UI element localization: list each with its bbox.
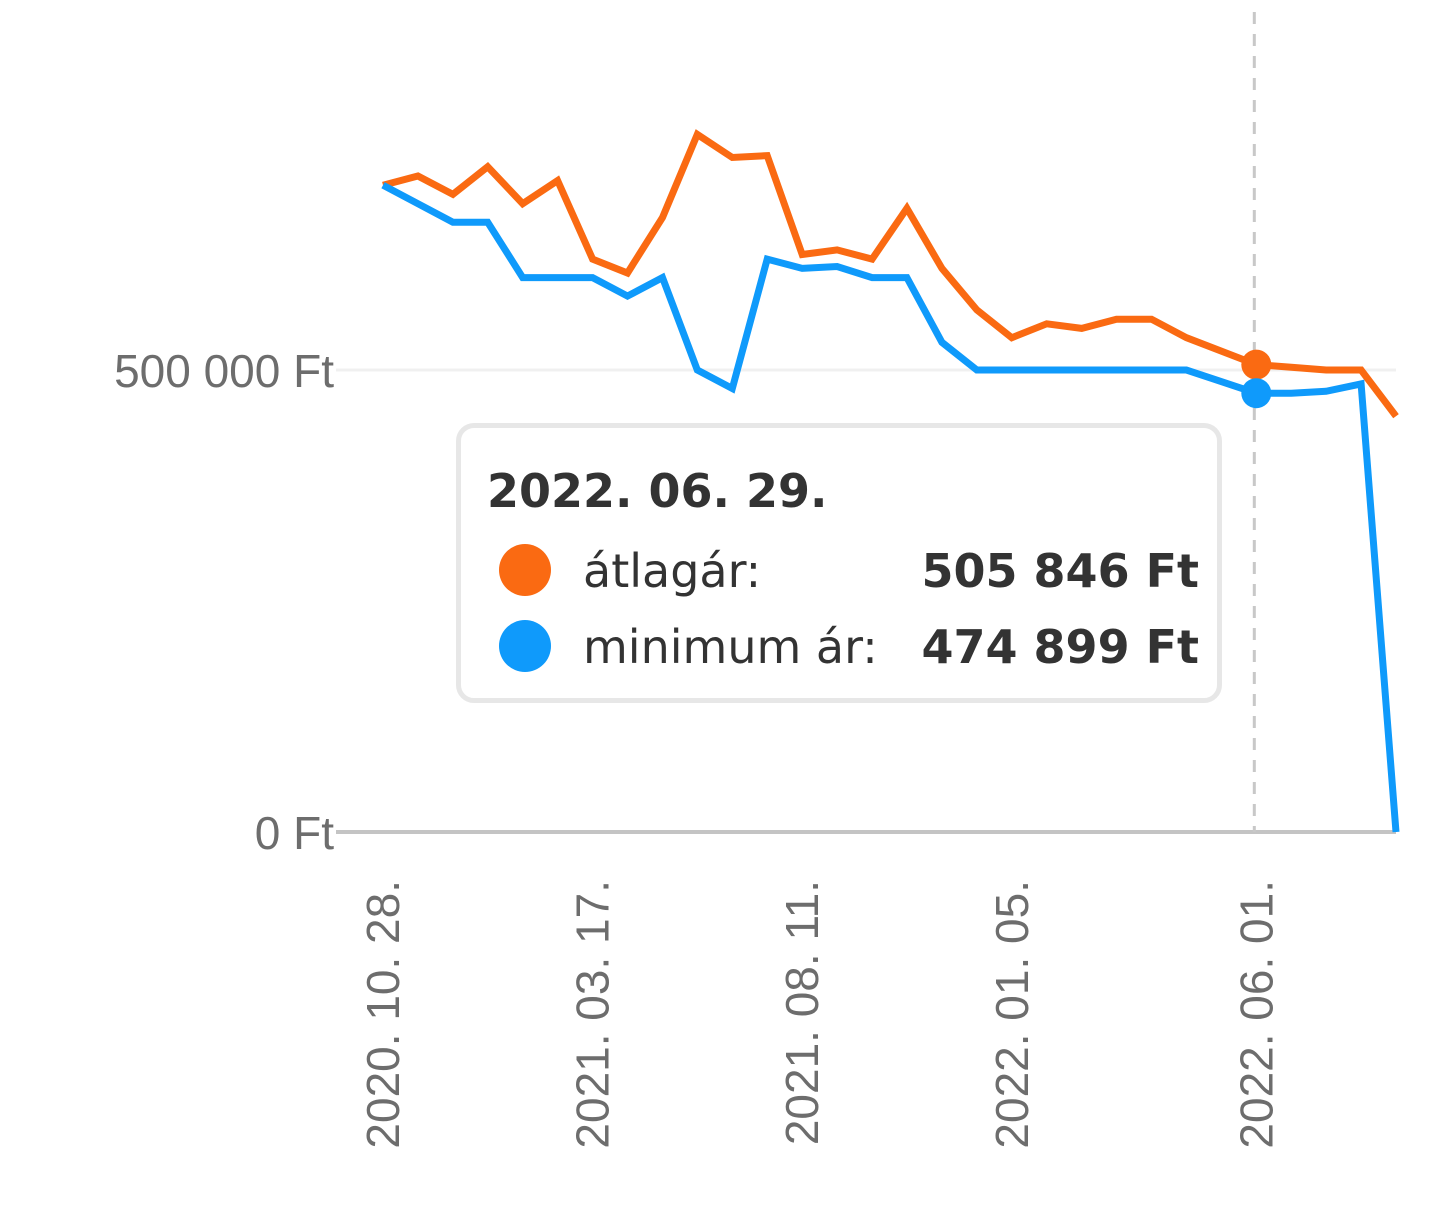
chart-tooltip: 2022. 06. 29. átlagár: 505 846 Ft minimu… (456, 423, 1222, 703)
x-tick-label: 2020. 10. 28. (357, 880, 409, 1149)
x-tick-label: 2021. 08. 11. (776, 880, 828, 1145)
minimum-label: minimum ár: (583, 620, 878, 674)
x-tick-label: 2022. 06. 01. (1230, 880, 1282, 1149)
atlagar-highlight-point (1241, 349, 1272, 380)
axis-layer: 0 Ft 500 000 Ft 2020. 10. 28. 2021. 03. 17.… (114, 345, 1396, 1149)
atlagar-value: 505 846 Ft (921, 544, 1199, 598)
minimum-series-line (381, 182, 1400, 833)
tooltip-row-minimum: minimum ár: 474 899 Ft (499, 616, 1199, 676)
tooltip-row-atlagar: átlagár: 505 846 Ft (499, 540, 1199, 600)
atlagar-series-line (382, 129, 1399, 419)
minimum-legend-dot (499, 620, 551, 672)
atlagar-label: átlagár: (583, 544, 762, 598)
marker-layer (1241, 349, 1272, 409)
series-layer (381, 129, 1400, 833)
minimum-value: 474 899 Ft (921, 620, 1199, 674)
minimum-highlight-point (1241, 378, 1272, 409)
y-tick-label: 500 000 Ft (114, 345, 334, 397)
atlagar-legend-dot (499, 544, 551, 596)
x-tick-label: 2022. 01. 05. (986, 880, 1038, 1149)
tooltip-date: 2022. 06. 29. (487, 464, 828, 518)
y-tick-label: 0 Ft (255, 807, 334, 859)
x-tick-label: 2021. 03. 17. (567, 880, 619, 1149)
